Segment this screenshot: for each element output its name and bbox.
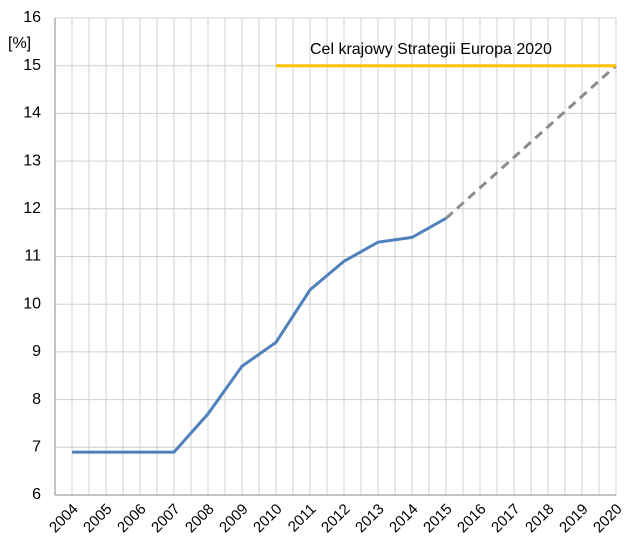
- x-tick-label: 2005: [80, 501, 116, 537]
- series-line: [72, 217, 447, 454]
- x-tick-label: 2012: [318, 501, 354, 537]
- x-tick-label: 2019: [556, 501, 592, 537]
- x-tick-label: 2015: [420, 501, 456, 537]
- y-tick-label: 13: [23, 152, 41, 169]
- x-tick-label: 2008: [182, 501, 218, 537]
- x-tick-label: 2016: [454, 501, 490, 537]
- y-axis-label: [%]: [8, 35, 31, 52]
- x-tick-label: 2006: [114, 501, 150, 537]
- y-tick-label: 10: [23, 295, 41, 312]
- y-tick-label: 7: [32, 439, 41, 456]
- x-tick-label: 2020: [590, 501, 626, 537]
- y-tick-label: 9: [32, 343, 41, 360]
- y-tick-label: 12: [23, 200, 41, 217]
- marks: 6789101112131415162004200520062007200820…: [23, 9, 625, 536]
- x-tick-label: 2017: [488, 501, 524, 537]
- y-tick-label: 16: [23, 9, 41, 26]
- x-tick-label: 2010: [250, 501, 286, 537]
- y-tick-label: 15: [23, 57, 41, 74]
- y-tick-label: 14: [23, 105, 41, 122]
- y-tick-label: 11: [24, 248, 41, 265]
- x-tick-label: 2013: [352, 501, 388, 537]
- y-tick-label: 6: [32, 486, 41, 503]
- y-tick-label: 8: [32, 391, 41, 408]
- x-tick-label: 2004: [46, 501, 82, 537]
- x-tick-label: 2014: [386, 501, 422, 537]
- x-tick-label: 2018: [522, 501, 558, 537]
- x-tick-label: 2007: [148, 501, 184, 537]
- x-tick-label: 2011: [285, 501, 320, 536]
- annotation: Cel krajowy Strategii Europa 2020: [310, 41, 552, 58]
- x-tick-label: 2009: [216, 501, 252, 537]
- series-line: [444, 64, 618, 220]
